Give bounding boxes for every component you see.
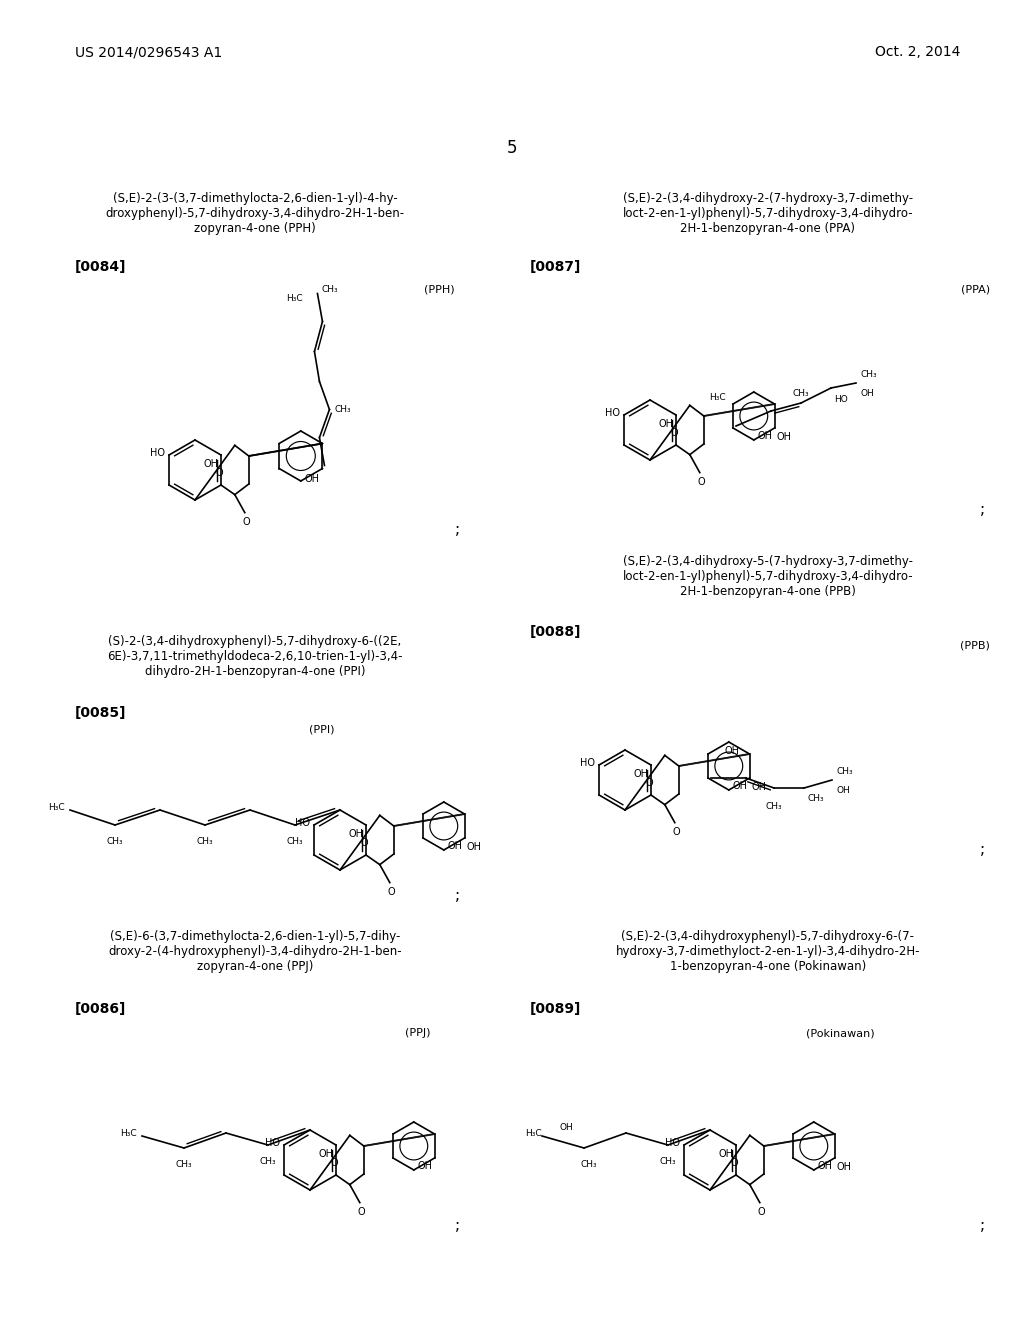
Text: CH₃: CH₃	[793, 389, 809, 399]
Text: HO: HO	[580, 758, 595, 768]
Text: ;: ;	[455, 1217, 460, 1233]
Text: (S,E)-2-(3,4-dihydroxy-2-(7-hydroxy-3,7-dimethy-
loct-2-en-1-yl)phenyl)-5,7-dihy: (S,E)-2-(3,4-dihydroxy-2-(7-hydroxy-3,7-…	[623, 191, 913, 235]
Text: OH: OH	[305, 474, 319, 484]
Text: OH: OH	[752, 781, 767, 792]
Text: (PPI): (PPI)	[309, 725, 335, 735]
Text: OH: OH	[818, 1162, 833, 1171]
Text: OH: OH	[319, 1148, 334, 1159]
Text: O: O	[215, 467, 222, 478]
Text: ;: ;	[455, 887, 460, 903]
Text: OH: OH	[349, 829, 364, 840]
Text: O: O	[388, 887, 395, 896]
Text: O: O	[360, 838, 368, 847]
Text: [0086]: [0086]	[75, 1002, 126, 1016]
Text: OH: OH	[860, 389, 873, 399]
Text: OH: OH	[634, 770, 649, 779]
Text: OH: OH	[447, 841, 463, 851]
Text: H₃C: H₃C	[286, 294, 302, 304]
Text: (S,E)-2-(3,4-dihydroxy-5-(7-hydroxy-3,7-dimethy-
loct-2-en-1-yl)phenyl)-5,7-dihy: (S,E)-2-(3,4-dihydroxy-5-(7-hydroxy-3,7-…	[623, 554, 913, 598]
Text: O: O	[670, 428, 678, 438]
Text: (PPA): (PPA)	[961, 285, 990, 294]
Text: ;: ;	[980, 1217, 985, 1233]
Text: OH: OH	[560, 1123, 573, 1133]
Text: Oct. 2, 2014: Oct. 2, 2014	[874, 45, 961, 59]
Text: CH₃: CH₃	[176, 1160, 193, 1170]
Text: CH₃: CH₃	[322, 285, 338, 294]
Text: CH₃: CH₃	[260, 1158, 276, 1166]
Text: 5: 5	[507, 139, 517, 157]
Text: [0085]: [0085]	[75, 706, 127, 719]
Text: O: O	[758, 1206, 766, 1217]
Text: H₃C: H₃C	[525, 1130, 542, 1138]
Text: [0087]: [0087]	[530, 260, 582, 275]
Text: CH₃: CH₃	[807, 795, 824, 803]
Text: (Pokinawan): (Pokinawan)	[806, 1028, 874, 1038]
Text: CH₃: CH₃	[106, 837, 123, 846]
Text: OH: OH	[659, 418, 674, 429]
Text: OH: OH	[733, 781, 748, 791]
Text: CH₃: CH₃	[197, 837, 213, 846]
Text: [0084]: [0084]	[75, 260, 127, 275]
Text: OH: OH	[837, 1162, 852, 1172]
Text: (S,E)-6-(3,7-dimethylocta-2,6-dien-1-yl)-5,7-dihy-
droxy-2-(4-hydroxyphenyl)-3,4: (S,E)-6-(3,7-dimethylocta-2,6-dien-1-yl)…	[109, 931, 401, 973]
Text: HO: HO	[835, 395, 848, 404]
Text: O: O	[358, 1206, 366, 1217]
Text: CH₃: CH₃	[766, 803, 782, 810]
Text: OH: OH	[724, 746, 739, 756]
Text: ;: ;	[980, 842, 985, 858]
Text: OH: OH	[758, 432, 773, 441]
Text: ;: ;	[455, 523, 460, 537]
Text: (S,E)-2-(3-(3,7-dimethylocta-2,6-dien-1-yl)-4-hy-
droxyphenyl)-5,7-dihydroxy-3,4: (S,E)-2-(3-(3,7-dimethylocta-2,6-dien-1-…	[105, 191, 404, 235]
Text: HO: HO	[265, 1138, 280, 1148]
Text: O: O	[645, 777, 652, 788]
Text: CH₃: CH₃	[860, 370, 877, 379]
Text: OH: OH	[776, 432, 792, 442]
Text: OH: OH	[418, 1162, 433, 1171]
Text: OH: OH	[467, 842, 481, 851]
Text: (PPJ): (PPJ)	[404, 1028, 430, 1038]
Text: CH₃: CH₃	[836, 767, 853, 776]
Text: ;: ;	[980, 503, 985, 517]
Text: HO: HO	[665, 1138, 680, 1148]
Text: HO: HO	[295, 818, 310, 828]
Text: H₃C: H₃C	[710, 393, 726, 403]
Text: CH₃: CH₃	[335, 405, 351, 414]
Text: O: O	[673, 826, 681, 837]
Text: O: O	[243, 516, 251, 527]
Text: H₃C: H₃C	[48, 804, 65, 813]
Text: O: O	[330, 1158, 338, 1168]
Text: US 2014/0296543 A1: US 2014/0296543 A1	[75, 45, 222, 59]
Text: (S)-2-(3,4-dihydroxyphenyl)-5,7-dihydroxy-6-((2E,
6E)-3,7,11-trimethyldodeca-2,6: (S)-2-(3,4-dihydroxyphenyl)-5,7-dihydrox…	[108, 635, 402, 678]
Text: (PPB): (PPB)	[961, 640, 990, 649]
Text: CH₃: CH₃	[659, 1158, 676, 1166]
Text: O: O	[730, 1158, 737, 1168]
Text: (S,E)-2-(3,4-dihydroxyphenyl)-5,7-dihydroxy-6-(7-
hydroxy-3,7-dimethyloct-2-en-1: (S,E)-2-(3,4-dihydroxyphenyl)-5,7-dihydr…	[615, 931, 921, 973]
Text: HO: HO	[151, 447, 165, 458]
Text: [0089]: [0089]	[530, 1002, 582, 1016]
Text: CH₃: CH₃	[287, 837, 303, 846]
Text: OH: OH	[836, 785, 850, 795]
Text: (PPH): (PPH)	[424, 285, 455, 294]
Text: CH₃: CH₃	[581, 1160, 597, 1170]
Text: HO: HO	[605, 408, 620, 418]
Text: [0088]: [0088]	[530, 624, 582, 639]
Text: O: O	[698, 477, 706, 487]
Text: H₃C: H₃C	[121, 1130, 137, 1138]
Text: OH: OH	[719, 1148, 734, 1159]
Text: OH: OH	[204, 459, 219, 469]
